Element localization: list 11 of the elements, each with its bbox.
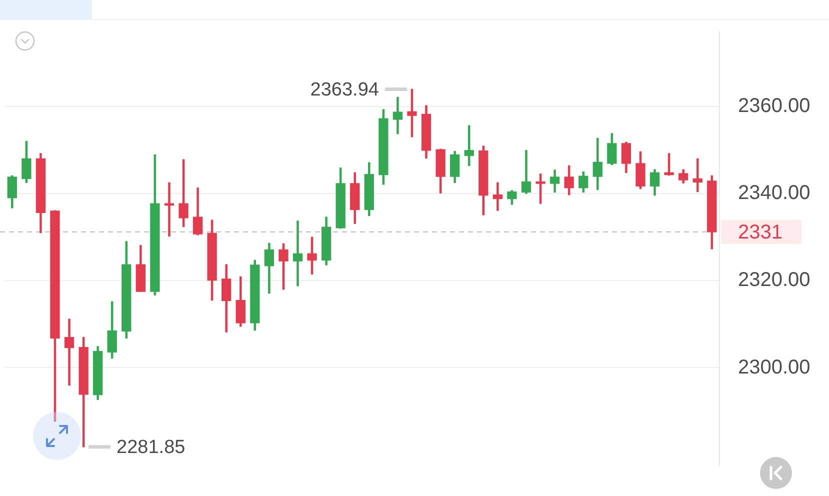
candlestick <box>492 182 502 211</box>
ref-line-label: 2331 <box>738 221 782 244</box>
candlestick <box>292 220 303 286</box>
annotation: 2363.94 <box>310 79 380 100</box>
y-tick-label: 2340.00 <box>738 182 810 204</box>
y-tick-label: 2360.00 <box>738 94 810 117</box>
candlestick <box>64 318 74 386</box>
annotation: 2281.85 <box>116 437 186 458</box>
y-tick-label: 2300.00 <box>738 356 810 378</box>
y-tick-label: 2320.00 <box>738 269 810 292</box>
candlestick <box>164 182 174 237</box>
